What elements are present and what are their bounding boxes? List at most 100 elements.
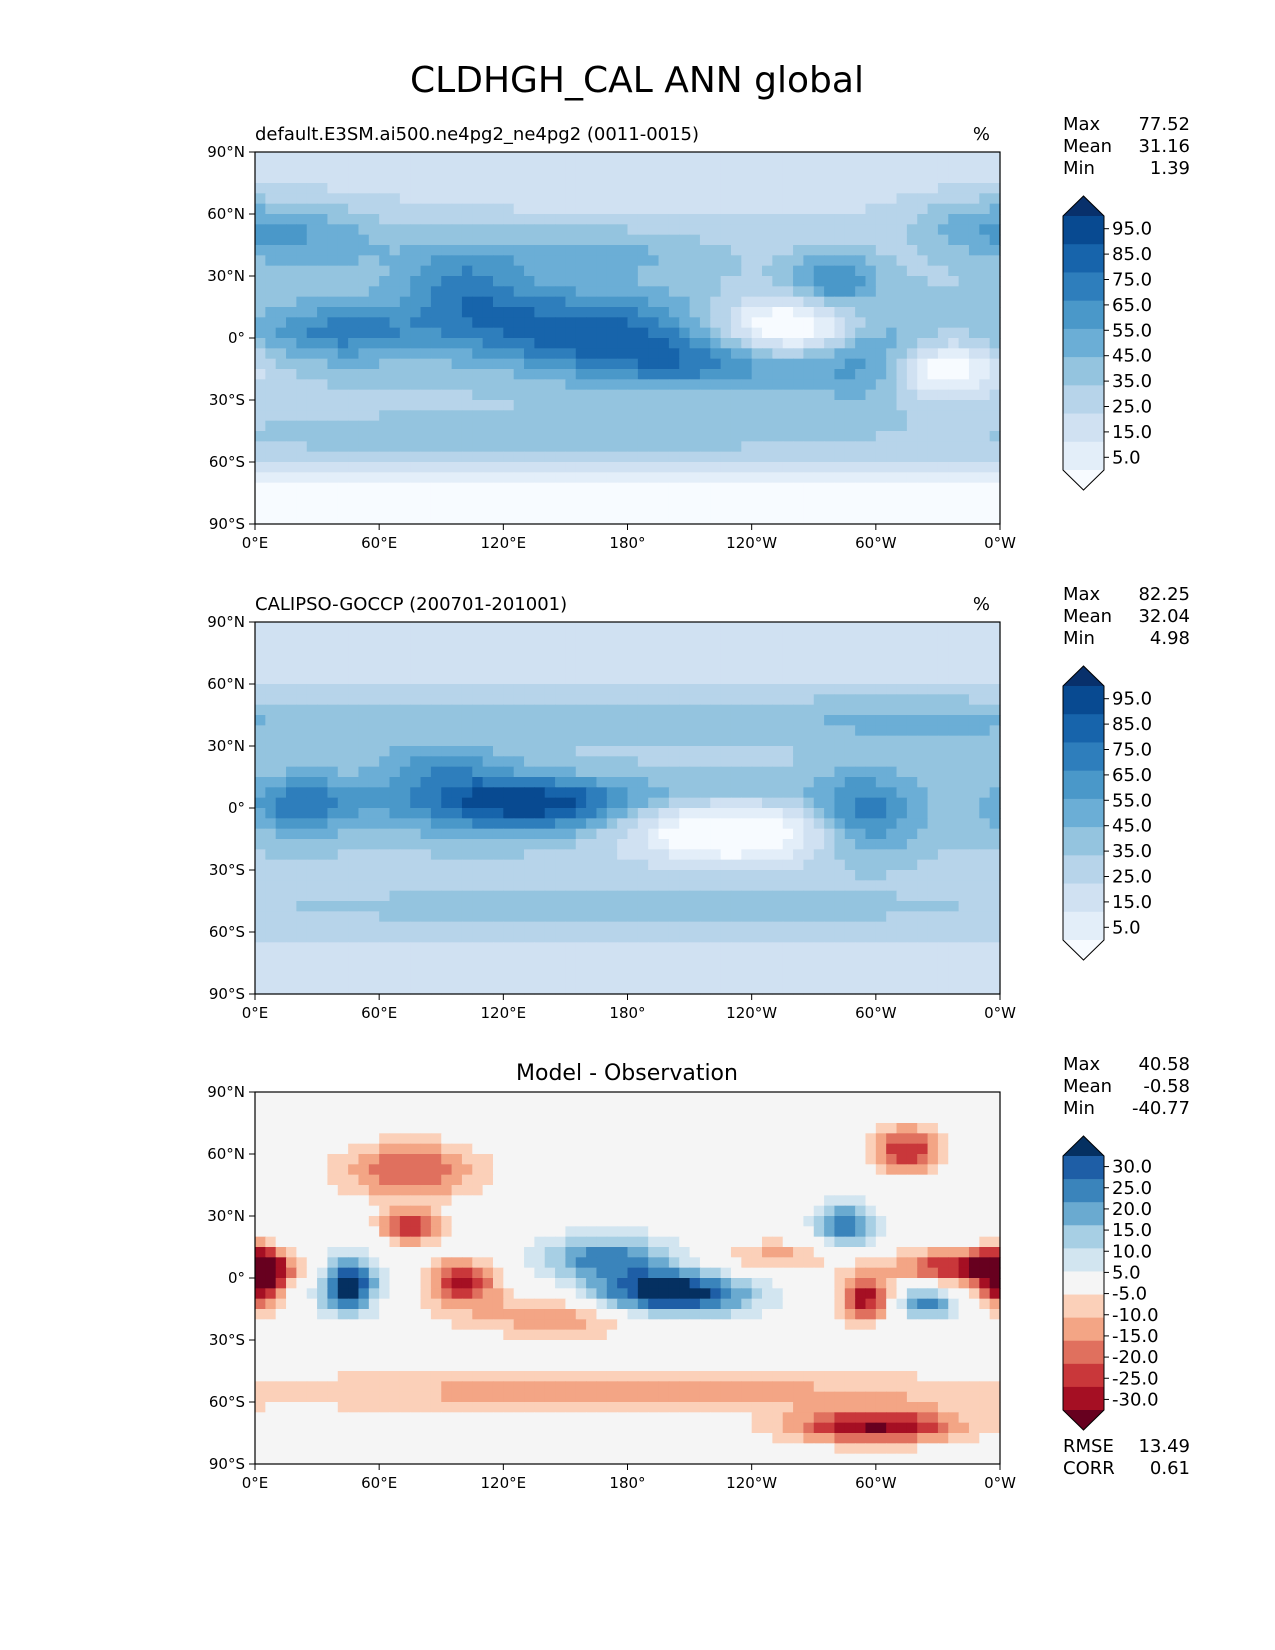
- field-cell: [451, 513, 463, 525]
- field-cell: [689, 890, 701, 902]
- field-cell: [937, 849, 949, 861]
- field-cell: [451, 921, 463, 933]
- field-cell: [720, 265, 732, 277]
- field-cell: [503, 317, 515, 329]
- field-cell: [275, 400, 287, 411]
- field-cell: [368, 715, 380, 726]
- field-cell: [658, 735, 670, 747]
- field-cell: [762, 673, 773, 685]
- field-cell: [989, 307, 1001, 318]
- field-cell: [575, 214, 587, 225]
- field-cell: [389, 870, 401, 881]
- field-cell: [917, 214, 929, 225]
- field-cell: [699, 673, 711, 685]
- field-cell: [451, 451, 463, 463]
- field-cell: [524, 462, 535, 473]
- field-cell: [606, 901, 618, 912]
- field-cell: [772, 870, 784, 881]
- field-cell: [265, 684, 277, 695]
- field-cell: [741, 307, 753, 318]
- field-cell: [658, 379, 670, 391]
- field-cell: [751, 183, 763, 194]
- field-cell: [399, 317, 411, 329]
- field-cell: [948, 224, 960, 236]
- field-cell: [834, 911, 846, 923]
- field-cell: [793, 183, 805, 194]
- field-cell: [368, 338, 380, 349]
- field-cell: [461, 818, 473, 830]
- field-cell: [472, 911, 484, 923]
- field-cell: [296, 162, 308, 174]
- field-cell: [513, 462, 525, 473]
- field-cell: [461, 663, 473, 675]
- field-cell: [699, 513, 711, 525]
- field-cell: [637, 880, 649, 892]
- field-cell: [482, 420, 494, 432]
- field-cell: [720, 410, 732, 422]
- field-cell: [544, 348, 556, 360]
- field-cell: [689, 420, 701, 432]
- field-cell: [296, 818, 308, 830]
- field-cell: [979, 172, 991, 184]
- field-cell: [306, 152, 318, 163]
- field-cell: [762, 389, 773, 401]
- field-cell: [875, 849, 887, 861]
- field-cell: [844, 673, 856, 685]
- field-cell: [265, 400, 277, 411]
- field-cell: [865, 410, 877, 422]
- field-cell: [389, 327, 401, 339]
- field-cell: [751, 704, 763, 716]
- field-cell: [534, 704, 546, 716]
- field-cell: [958, 317, 970, 329]
- field-cell: [555, 431, 567, 442]
- field-cell: [762, 472, 773, 484]
- field-cell: [534, 787, 546, 799]
- field-cell: [348, 296, 360, 308]
- field-cell: [606, 193, 618, 205]
- field-cell: [306, 203, 318, 215]
- field-cell: [306, 245, 318, 256]
- field-cell: [358, 839, 370, 850]
- field-cell: [730, 183, 742, 194]
- field-cell: [989, 777, 1001, 788]
- field-cell: [989, 673, 1001, 685]
- field-cell: [834, 849, 846, 861]
- field-cell: [389, 420, 401, 432]
- field-cell: [730, 880, 742, 892]
- field-cell: [699, 694, 711, 706]
- field-cell: [482, 358, 494, 370]
- field-cell: [917, 152, 929, 163]
- field-cell: [524, 193, 535, 205]
- field-cell: [348, 777, 360, 788]
- field-cell: [917, 317, 929, 329]
- field-cell: [534, 859, 546, 871]
- field-cell: [989, 245, 1001, 256]
- field-cell: [430, 307, 442, 318]
- field-cell: [699, 245, 711, 256]
- field-cell: [275, 632, 287, 644]
- field-cell: [917, 338, 929, 349]
- field-cell: [482, 694, 494, 706]
- field-cell: [979, 808, 991, 819]
- field-cell: [979, 725, 991, 737]
- field-cell: [803, 787, 815, 799]
- field-cell: [834, 808, 846, 819]
- field-cell: [658, 663, 670, 675]
- field-cell: [637, 808, 649, 819]
- field-cell: [441, 632, 453, 644]
- field-cell: [741, 808, 753, 819]
- field-cell: [441, 942, 453, 954]
- field-cell: [399, 870, 411, 881]
- field-cell: [762, 632, 773, 644]
- field-cell: [482, 265, 494, 277]
- field-cell: [503, 901, 515, 912]
- field-cell: [751, 327, 763, 339]
- field-cell: [958, 859, 970, 871]
- field-cell: [824, 348, 836, 360]
- field-cell: [948, 766, 960, 778]
- field-cell: [679, 663, 691, 675]
- field-cell: [575, 338, 587, 349]
- field-cell: [555, 513, 567, 525]
- field-cell: [513, 622, 525, 633]
- field-cell: [937, 327, 949, 339]
